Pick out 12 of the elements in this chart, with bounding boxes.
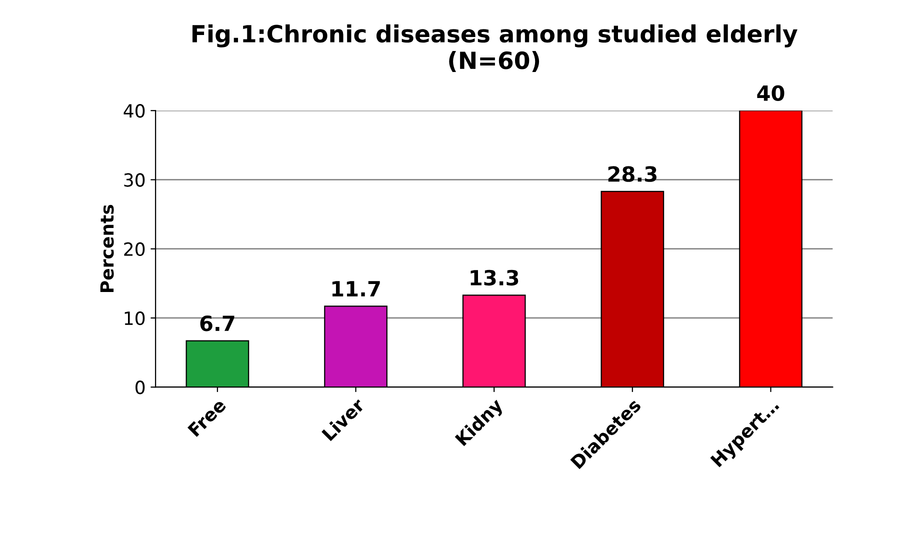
y-tick-label: 0: [136, 380, 145, 394]
data-label: 28.3: [608, 166, 656, 182]
data-label: 11.7: [332, 281, 380, 296]
y-tick-label: 10: [124, 311, 145, 326]
y-axis-title: Percents: [100, 204, 114, 292]
data-label: 13.3: [470, 270, 518, 286]
data-label: 40: [757, 85, 784, 102]
y-tick-label: 30: [124, 173, 145, 187]
y-tick-label: 40: [124, 104, 145, 118]
chart-title: Fig.1:Chronic diseases among studied elderly (N=60): [192, 24, 798, 72]
y-tick-label: 20: [124, 242, 145, 256]
data-label: 6.7: [200, 315, 234, 332]
